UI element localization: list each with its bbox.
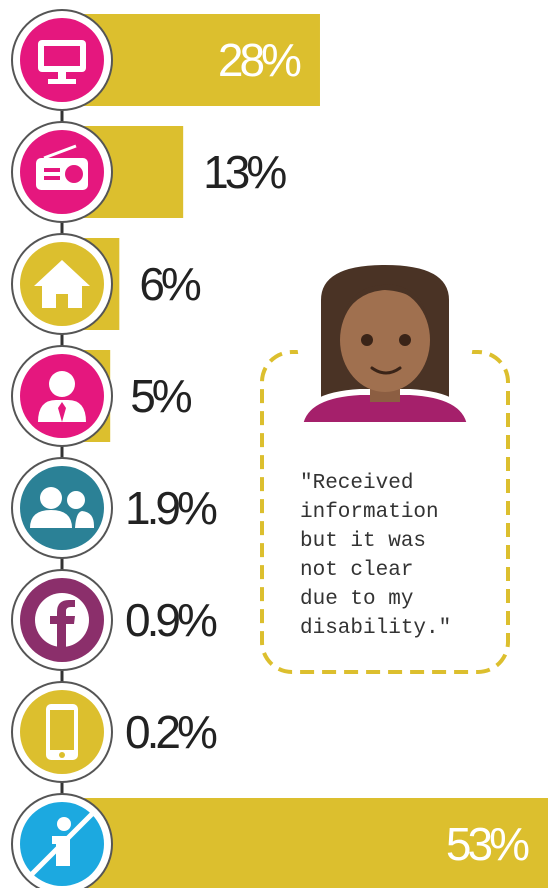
people-body bbox=[75, 511, 94, 528]
value-label: 1.9% bbox=[125, 482, 217, 534]
channel-icon bbox=[11, 233, 113, 335]
avatar-face bbox=[340, 288, 430, 392]
quote-line: "Received bbox=[300, 472, 413, 495]
value-label: 0.9% bbox=[125, 594, 217, 646]
channel-icon bbox=[11, 681, 113, 783]
channel-icon bbox=[11, 793, 113, 888]
person-tie bbox=[58, 402, 66, 422]
person-head bbox=[49, 371, 75, 397]
tv-base bbox=[48, 79, 76, 84]
info-dot bbox=[57, 817, 71, 831]
icons bbox=[11, 9, 113, 888]
channel-icon bbox=[11, 121, 113, 223]
value-label: 13% bbox=[203, 146, 286, 198]
avatar-eye bbox=[399, 334, 411, 346]
phone-button bbox=[59, 752, 65, 758]
people-head bbox=[67, 491, 85, 509]
bars: 28% 13% 6% 5% 1.9% 0.9% 0.2% 53% bbox=[64, 14, 548, 888]
radio-antenna bbox=[43, 144, 77, 160]
radio-dial bbox=[44, 168, 60, 172]
quote-line: but it was bbox=[300, 530, 426, 553]
avatar-smile bbox=[370, 366, 402, 375]
quote-line: not clear bbox=[300, 559, 413, 582]
people-head bbox=[40, 487, 62, 509]
quote-line: due to my bbox=[300, 588, 413, 611]
value-label: 0.2% bbox=[125, 706, 217, 758]
quote-line: disability." bbox=[300, 617, 451, 640]
quote-text: "Received information but it was not clear d… bbox=[300, 472, 451, 640]
avatar-fringe bbox=[342, 284, 428, 320]
channel-icon bbox=[11, 9, 113, 111]
radio-dial bbox=[44, 176, 60, 180]
channel-icon bbox=[11, 345, 113, 447]
quote-line: information bbox=[300, 501, 439, 524]
house bbox=[34, 260, 90, 308]
value-label: 5% bbox=[130, 370, 192, 422]
channel-icon bbox=[11, 569, 113, 671]
info-slash bbox=[30, 812, 94, 876]
radio-speaker bbox=[65, 165, 83, 183]
channel-icon bbox=[11, 457, 113, 559]
value-label: 28% bbox=[218, 34, 301, 86]
icon-disc bbox=[20, 466, 104, 550]
value-label: 53% bbox=[446, 818, 529, 870]
avatar-shirt bbox=[296, 389, 474, 428]
avatar-eye bbox=[361, 334, 373, 346]
bar bbox=[64, 798, 548, 888]
avatar bbox=[296, 252, 474, 428]
value-label: 6% bbox=[139, 258, 201, 310]
fb-f bbox=[50, 600, 75, 648]
quote-box: "Received information but it was not clear d… bbox=[260, 252, 510, 674]
people-body bbox=[30, 510, 72, 528]
tv-screen-inner bbox=[44, 46, 80, 66]
tv-stand bbox=[58, 72, 66, 80]
phone-screen bbox=[50, 710, 74, 750]
